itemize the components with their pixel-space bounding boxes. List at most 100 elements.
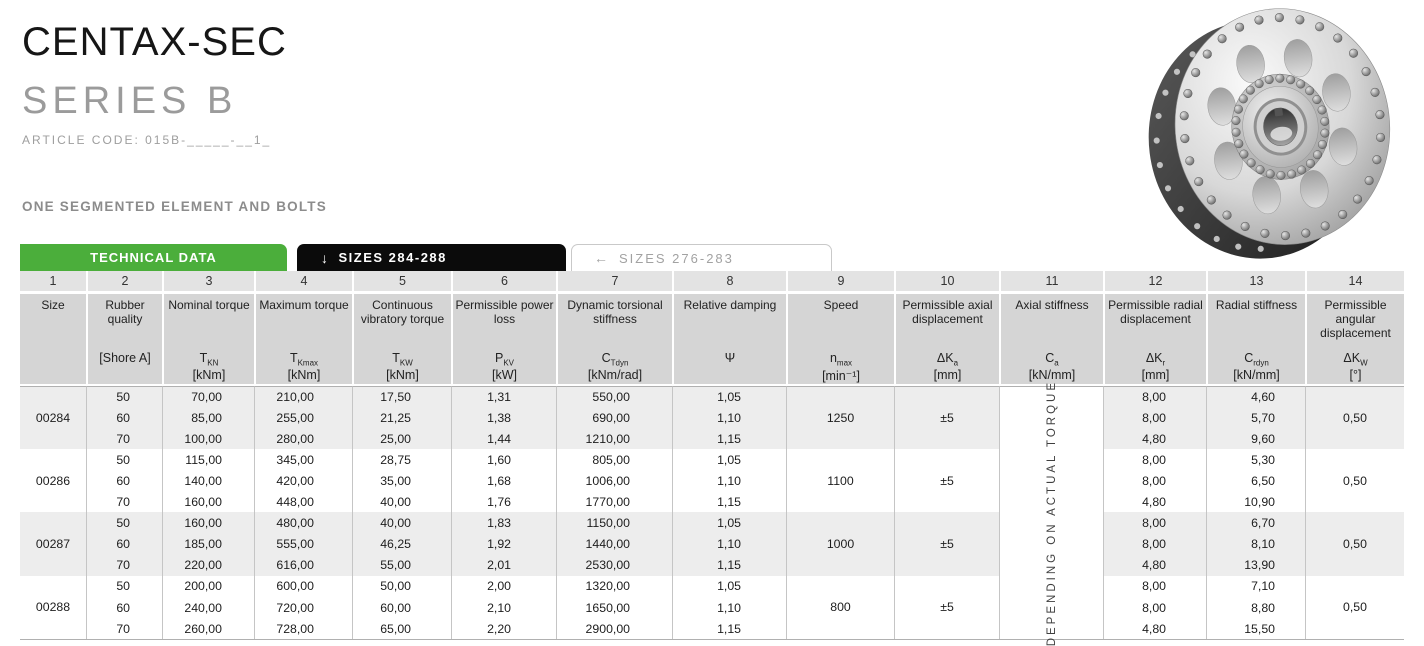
cell-vibratory_torque: 60,00 — [352, 597, 451, 618]
cell-radial_stiffness: 5,70 — [1206, 407, 1305, 428]
tab-technical-data[interactable]: TECHNICAL DATA — [20, 244, 287, 271]
cell-nominal_torque: 160,00 — [162, 491, 254, 513]
cell-power_loss: 2,00 — [451, 575, 556, 597]
cell-vibratory_torque: 40,00 — [352, 512, 451, 534]
cell-nominal_torque: 85,00 — [162, 407, 254, 428]
table-row: 60 85,00 255,00 21,25 1,38 690,00 1,10 8,00 5,70 — [20, 407, 1404, 428]
arrow-down-icon: ↓ — [321, 249, 330, 266]
cell-vibratory_torque: 50,00 — [352, 575, 451, 597]
cell-damping: 1,05 — [672, 512, 786, 534]
cell-radial_stiffness: 8,80 — [1206, 597, 1305, 618]
cell-shore_a: 60 — [86, 597, 162, 618]
cell-vibratory_torque: 25,00 — [352, 428, 451, 449]
cell-nominal_torque: 185,00 — [162, 533, 254, 555]
cell-axial-displacement: ±5 — [894, 386, 999, 449]
column-header-6: Permissible power loss PKV [kW] — [451, 294, 556, 386]
page-title: CENTAX-SEC — [22, 20, 287, 64]
column-number-4: 4 — [254, 271, 352, 294]
cell-torsional_stiffness: 550,00 — [556, 386, 672, 407]
cell-torsional_stiffness: 1320,00 — [556, 575, 672, 597]
table-row: 00284 50 70,00 210,00 17,50 1,31 550,00 1,05 125… — [20, 380, 1404, 646]
column-number-14: 14 — [1305, 271, 1404, 294]
column-number-8: 8 — [672, 271, 786, 294]
column-number-11: 11 — [999, 271, 1103, 294]
column-number-7: 7 — [556, 271, 672, 294]
cell-radial_displacement: 8,00 — [1103, 407, 1206, 428]
cell-maximum_torque: 420,00 — [254, 470, 352, 492]
page-subtitle: SERIES B — [22, 80, 238, 122]
cell-radial_stiffness: 13,90 — [1206, 554, 1305, 576]
tab-sizes-276-283[interactable]: ← SIZES 276-283 — [571, 244, 832, 271]
cell-damping: 1,15 — [672, 554, 786, 576]
cell-nominal_torque: 240,00 — [162, 597, 254, 618]
cell-power_loss: 1,76 — [451, 491, 556, 513]
cell-shore_a: 70 — [86, 554, 162, 576]
cell-radial_displacement: 8,00 — [1103, 512, 1206, 534]
cell-vibratory_torque: 21,25 — [352, 407, 451, 428]
cell-radial_stiffness: 10,90 — [1206, 491, 1305, 513]
cell-shore_a: 50 — [86, 512, 162, 534]
table-row: 00287 50 160,00 480,00 40,00 1,83 1150,00 1,05 1… — [20, 512, 1404, 576]
cell-nominal_torque: 140,00 — [162, 470, 254, 492]
tab-label: SIZES 284-288 — [338, 250, 447, 265]
cell-power_loss: 1,44 — [451, 428, 556, 449]
cell-maximum_torque: 600,00 — [254, 575, 352, 597]
column-number-6: 6 — [451, 271, 556, 294]
cell-power_loss: 1,68 — [451, 470, 556, 492]
cell-radial_stiffness: 5,30 — [1206, 449, 1305, 471]
cell-shore_a: 70 — [86, 618, 162, 639]
cell-power_loss: 1,31 — [451, 386, 556, 407]
tab-bar: TECHNICAL DATA ↓ SIZES 284-288 ← SIZES 2… — [20, 244, 832, 271]
cell-radial_stiffness: 8,10 — [1206, 533, 1305, 555]
cell-power_loss: 1,38 — [451, 407, 556, 428]
cell-maximum_torque: 255,00 — [254, 407, 352, 428]
cell-radial_stiffness: 6,50 — [1206, 470, 1305, 492]
column-number-9: 9 — [786, 271, 894, 294]
cell-radial_stiffness: 9,60 — [1206, 428, 1305, 449]
cell-radial_displacement: 4,80 — [1103, 618, 1206, 639]
cell-damping: 1,10 — [672, 533, 786, 555]
cell-torsional_stiffness: 1770,00 — [556, 491, 672, 513]
cell-vibratory_torque: 55,00 — [352, 554, 451, 576]
table-row: 60 185,00 555,00 46,25 1,92 1440,00 1,10 8,00 8,… — [20, 533, 1404, 555]
cell-damping: 1,15 — [672, 428, 786, 449]
coupling-product-image — [1148, 8, 1391, 259]
cell-speed: 1250 — [786, 386, 894, 449]
cell-radial_displacement: 8,00 — [1103, 597, 1206, 618]
cell-size: 00287 — [20, 512, 86, 576]
cell-vibratory_torque: 65,00 — [352, 618, 451, 639]
cell-maximum_torque: 280,00 — [254, 428, 352, 449]
cell-damping: 1,15 — [672, 618, 786, 639]
column-number-2: 2 — [86, 271, 162, 294]
cell-size: 00286 — [20, 449, 86, 513]
table-row: 70 100,00 280,00 25,00 1,44 1210,00 1,15 4,80 9,… — [20, 428, 1404, 449]
table-row: 60 140,00 420,00 35,00 1,68 1006,00 1,10 8,00 6,… — [20, 470, 1404, 492]
cell-torsional_stiffness: 1006,00 — [556, 470, 672, 492]
column-header-5: Continuous vibratory torque TKW [kNm] — [352, 294, 451, 386]
cell-shore_a: 70 — [86, 428, 162, 449]
cell-radial_stiffness: 6,70 — [1206, 512, 1305, 534]
cell-radial_displacement: 4,80 — [1103, 491, 1206, 513]
cell-radial_displacement: 4,80 — [1103, 428, 1206, 449]
axial-stiffness-note-cell: DEPENDING ON ACTUAL TORQUE — [999, 380, 1103, 646]
column-header-10: Permissible axial displacement ΔKa [mm] — [894, 294, 999, 386]
cell-nominal_torque: 260,00 — [162, 618, 254, 639]
cell-nominal_torque: 70,00 — [162, 386, 254, 407]
column-number-3: 3 — [162, 271, 254, 294]
cell-shore_a: 50 — [86, 386, 162, 407]
article-code: ARTICLE CODE: 015B-_____-__1_ — [22, 133, 272, 147]
cell-radial_displacement: 8,00 — [1103, 386, 1206, 407]
cell-angular-displacement: 0,50 — [1305, 512, 1404, 576]
cell-damping: 1,05 — [672, 575, 786, 597]
cell-torsional_stiffness: 690,00 — [556, 407, 672, 428]
cell-maximum_torque: 345,00 — [254, 449, 352, 471]
tab-sizes-284-288[interactable]: ↓ SIZES 284-288 — [297, 244, 566, 271]
cell-power_loss: 2,01 — [451, 554, 556, 576]
cell-vibratory_torque: 40,00 — [352, 491, 451, 513]
tab-label: TECHNICAL DATA — [90, 250, 217, 265]
cell-nominal_torque: 100,00 — [162, 428, 254, 449]
cell-angular-displacement: 0,50 — [1305, 386, 1404, 449]
column-header-7: Dynamic torsional stiffness CTdyn [kNm/rad… — [556, 294, 672, 386]
cell-power_loss: 1,92 — [451, 533, 556, 555]
cell-torsional_stiffness: 2530,00 — [556, 554, 672, 576]
